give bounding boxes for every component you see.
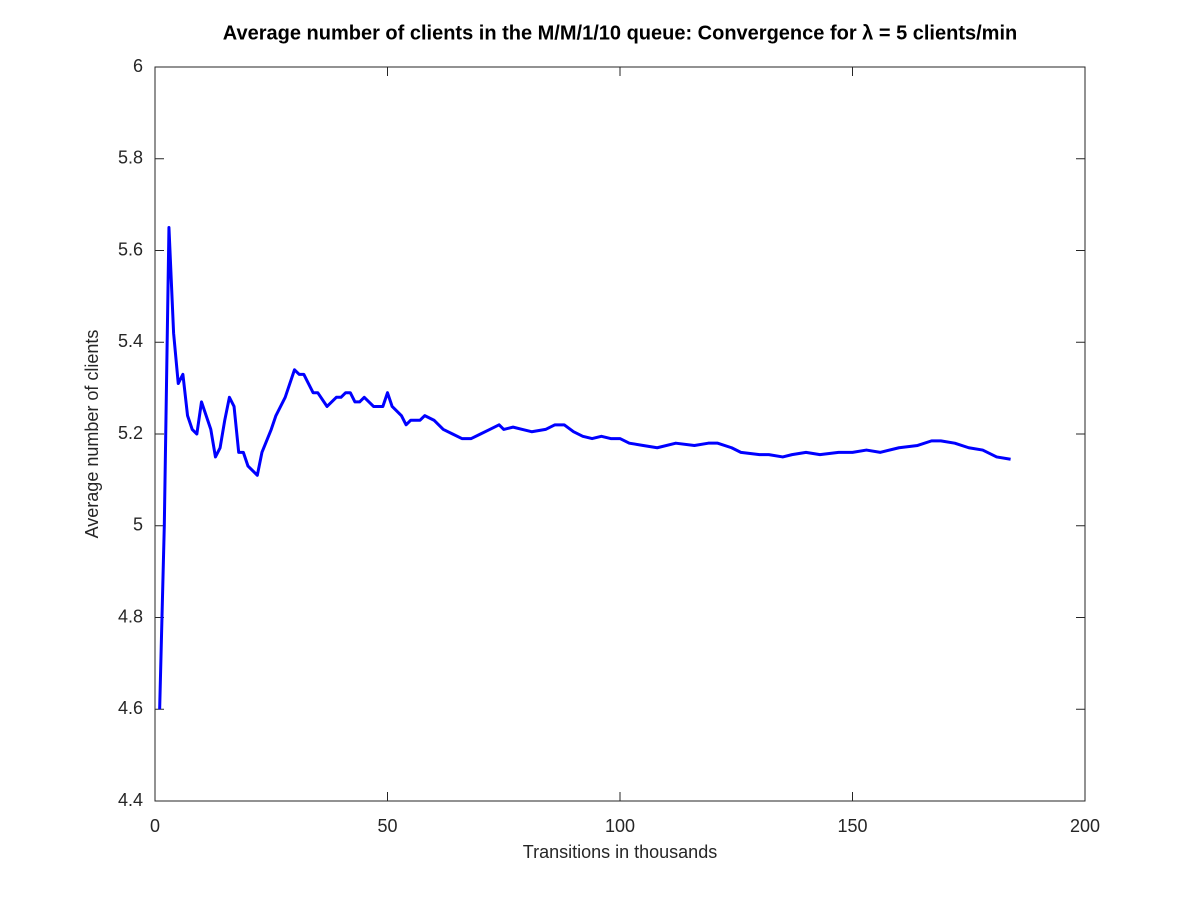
y-tick-label: 5.4 bbox=[118, 331, 143, 351]
y-tick-label: 5.2 bbox=[118, 423, 143, 443]
x-axis-label: Transitions in thousands bbox=[523, 842, 717, 862]
y-axis-label: Average number of clients bbox=[82, 330, 102, 539]
x-tick-label: 0 bbox=[150, 816, 160, 836]
x-tick-label: 50 bbox=[377, 816, 397, 836]
y-tick-label: 4.4 bbox=[118, 790, 143, 810]
y-tick-label: 4.6 bbox=[118, 698, 143, 718]
y-tick-label: 5.8 bbox=[118, 148, 143, 168]
x-tick-label: 100 bbox=[605, 816, 635, 836]
chart-title: Average number of clients in the M/M/1/1… bbox=[223, 22, 1017, 44]
y-tick-label: 5.6 bbox=[118, 239, 143, 259]
data-line bbox=[158, 226, 1011, 710]
x-tick-label: 150 bbox=[837, 816, 867, 836]
y-tick-label: 6 bbox=[133, 56, 143, 76]
y-tick-label: 5 bbox=[133, 515, 143, 535]
x-tick-label: 200 bbox=[1070, 816, 1100, 836]
y-tick-label: 4.8 bbox=[118, 606, 143, 626]
